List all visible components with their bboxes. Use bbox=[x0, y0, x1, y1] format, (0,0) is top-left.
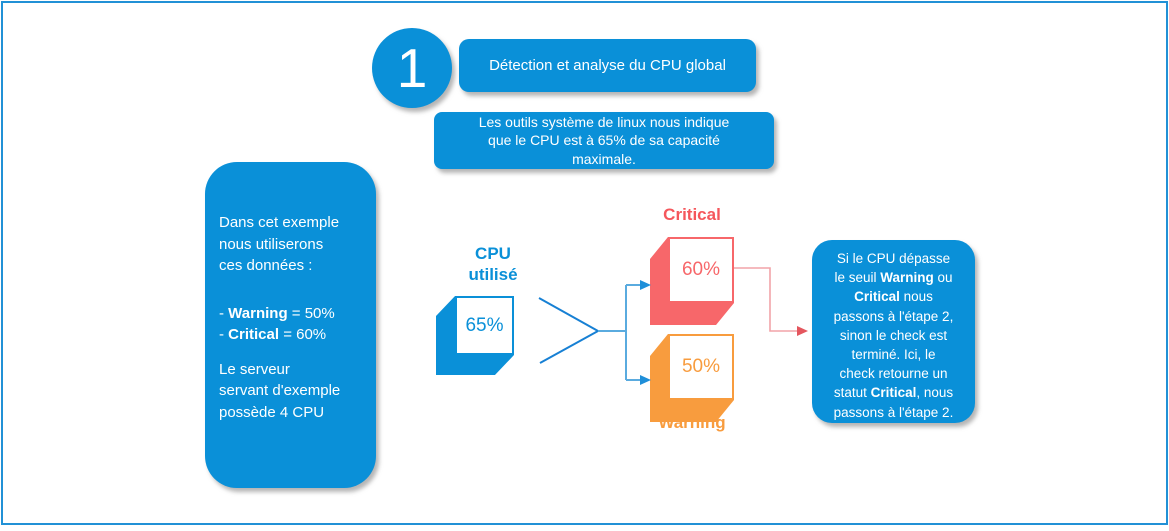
cpu-block: 65% bbox=[436, 296, 514, 375]
critical-label: Critical bbox=[663, 205, 721, 224]
title-box: Détection et analyse du CPU global bbox=[459, 39, 756, 92]
intro-box: Les outils système de linux nous indique… bbox=[434, 112, 774, 169]
example-panel: Dans cet exemple nous utiliserons ces donn… bbox=[205, 162, 376, 488]
example-note: Le serveur servant d'exemple possède 4 CPU bbox=[219, 360, 341, 421]
warning-value: 50% bbox=[668, 334, 734, 400]
warning-block: 50% bbox=[650, 334, 734, 422]
critical-value: 60% bbox=[668, 237, 734, 303]
result-panel: Si le CPU dépasse le seuil Warning ou Crit… bbox=[812, 240, 975, 423]
step-number: 1 bbox=[396, 37, 428, 99]
cpu-value: 65% bbox=[455, 296, 514, 355]
warning-label: Warning bbox=[658, 413, 726, 432]
step-number-badge: 1 bbox=[372, 28, 452, 108]
title-text: Détection et analyse du CPU global bbox=[489, 57, 726, 74]
example-thresholds: - Warning = 50% - Critical = 60% bbox=[219, 304, 335, 344]
critical-block: 60% bbox=[650, 237, 734, 325]
cpu-used-label: CPU utilisé bbox=[468, 244, 518, 284]
example-intro: Dans cet exemple nous utiliserons ces donn… bbox=[219, 214, 340, 274]
